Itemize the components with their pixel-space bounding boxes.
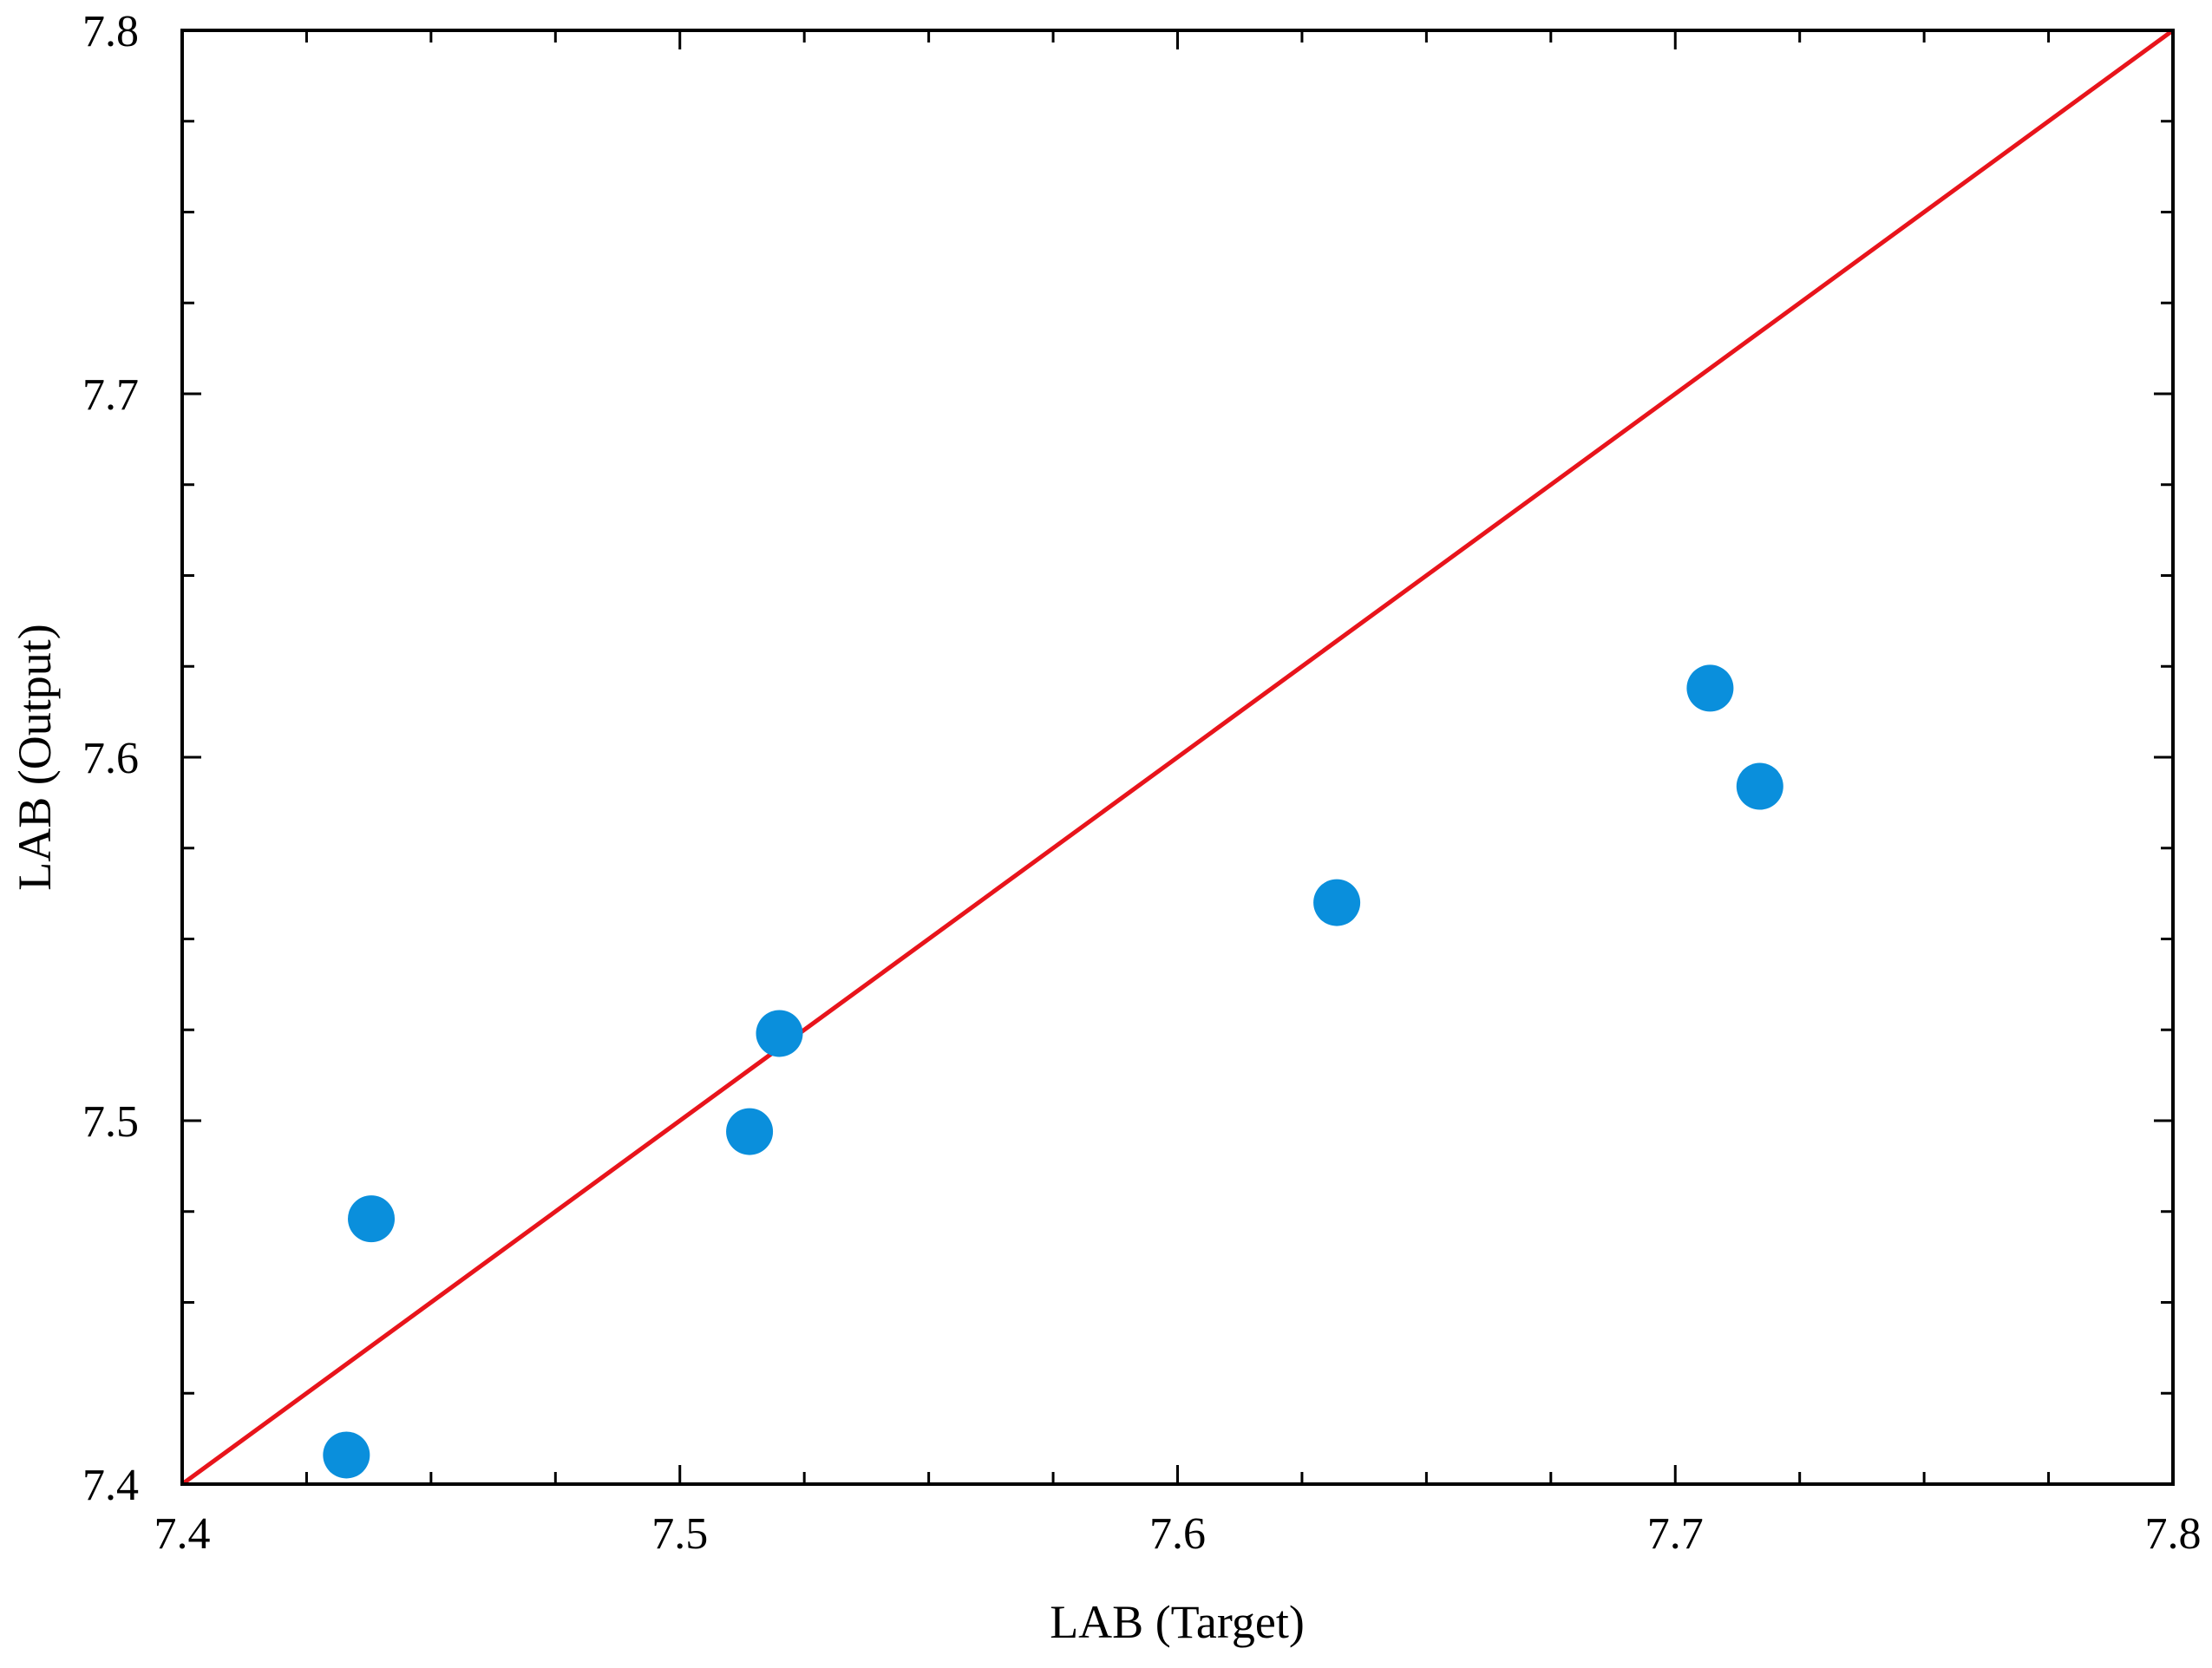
data-point [756, 1010, 803, 1057]
data-point [1313, 879, 1361, 926]
data-point [348, 1195, 396, 1243]
reference-line-group [180, 28, 2175, 1487]
y-tick-label: 7.4 [82, 1461, 139, 1510]
y-tick-label: 7.5 [82, 1097, 139, 1147]
x-tick-label: 7.6 [1149, 1509, 1206, 1559]
axis-ticks [180, 29, 2175, 1486]
data-point [1736, 762, 1783, 810]
y-tick-label: 7.8 [82, 7, 139, 56]
data-point [323, 1431, 370, 1479]
data-point [1686, 664, 1734, 712]
x-tick-label: 7.5 [651, 1509, 708, 1559]
x-tick-label: 7.4 [154, 1509, 211, 1559]
data-point [726, 1108, 774, 1155]
plot-frame [180, 29, 2175, 1486]
y-tick-label: 7.6 [82, 734, 139, 783]
x-tick-label: 7.8 [2145, 1509, 2202, 1559]
y-axis-title: LAB (Output) [9, 624, 61, 890]
reference-line [180, 28, 2175, 1487]
x-tick-label: 7.7 [1647, 1509, 1704, 1559]
data-points [323, 664, 1783, 1479]
tick-labels: 7.4 7.5 7.6 7.7 7.8 7.4 7.5 7.6 7.7 7.8 [82, 7, 2202, 1559]
x-axis-title: LAB (Target) [1050, 1596, 1305, 1648]
y-tick-label: 7.7 [82, 370, 139, 420]
